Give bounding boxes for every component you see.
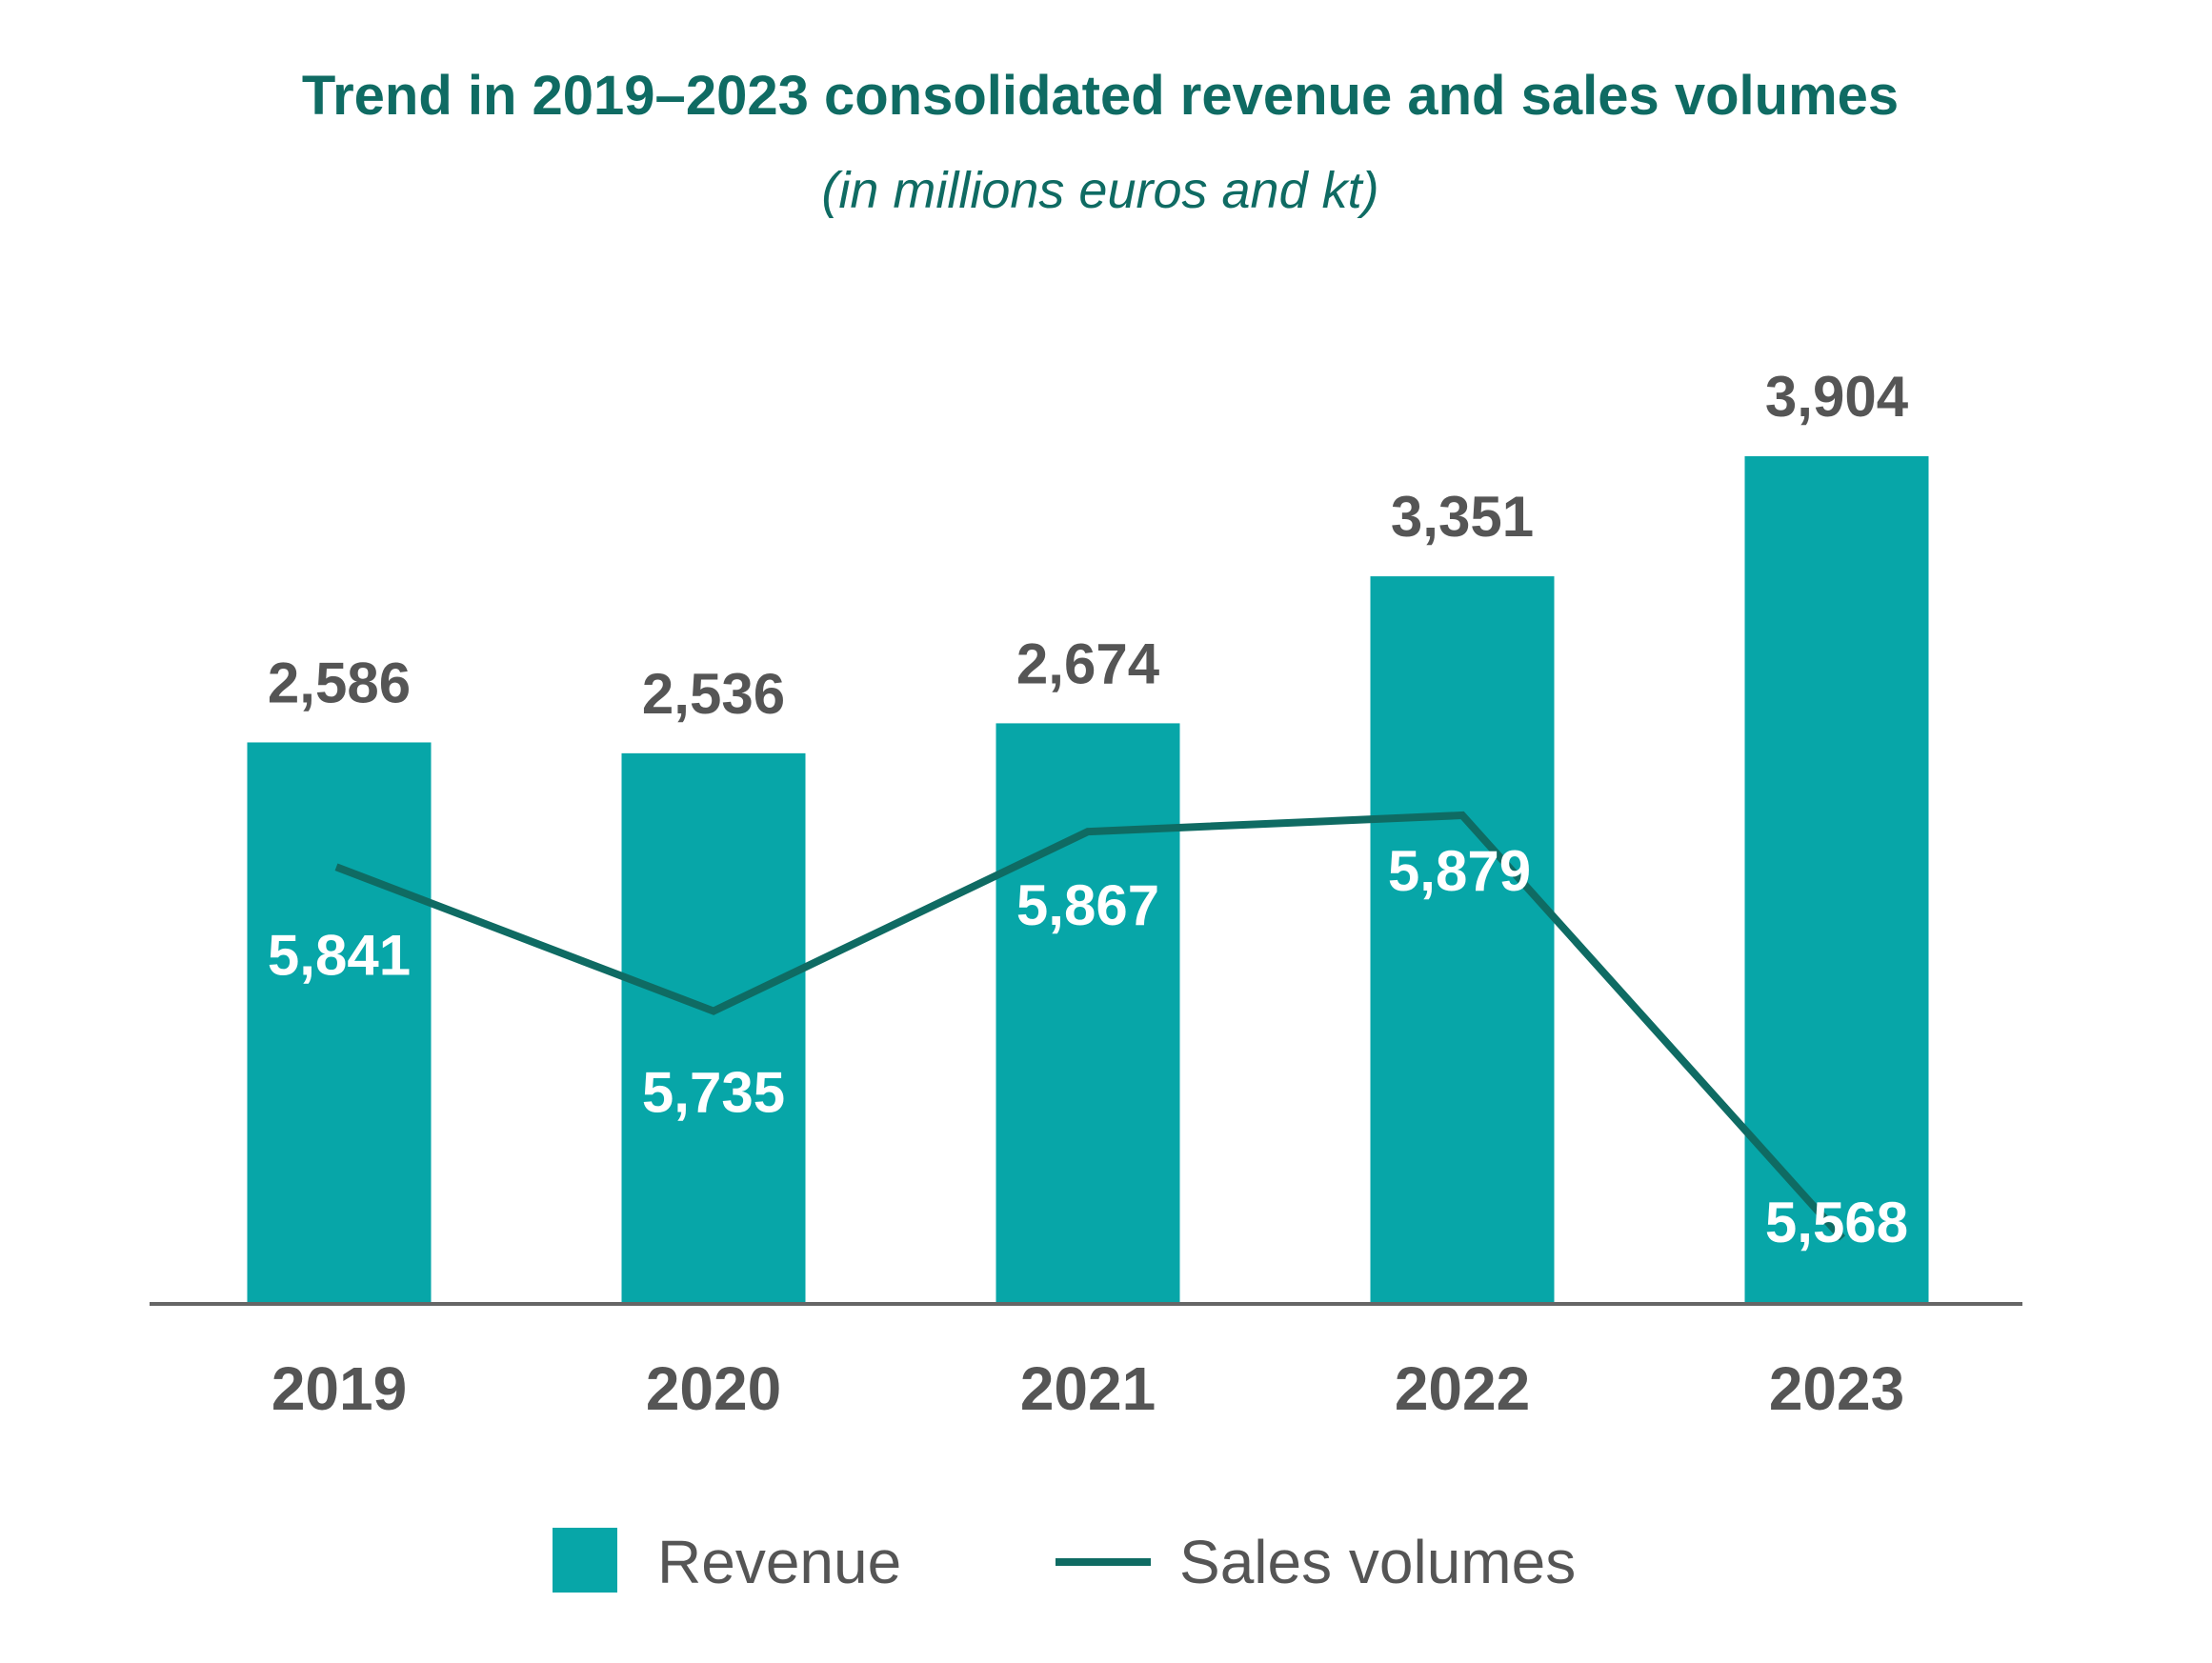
legend-sales-volumes-label: Sales volumes: [1179, 1528, 1576, 1596]
sales-volume-value-label-2020: 5,735: [642, 1061, 785, 1125]
legend-revenue-label: Revenue: [657, 1528, 901, 1596]
sales-volume-value-labels: 5,841 5,735 5,867 5,879 5,568: [268, 839, 1908, 1254]
revenue-value-label-2023: 3,904: [1765, 365, 1909, 429]
revenue-bar-2021: [995, 723, 1180, 1304]
revenue-value-labels: 2,586 2,536 2,674 3,351 3,904: [268, 365, 1909, 726]
chart-title: Trend in 2019–2023 consolidated revenue …: [302, 65, 1899, 127]
revenue-bar-2023: [1744, 456, 1929, 1304]
revenue-value-label-2020: 2,536: [642, 662, 785, 726]
chart-legend: Revenue Sales volumes: [553, 1528, 1576, 1596]
revenue-bar-2019: [247, 742, 432, 1304]
sales-volume-value-label-2023: 5,568: [1765, 1191, 1908, 1254]
sales-volume-value-label-2019: 5,841: [268, 923, 411, 987]
x-axis-label-2021: 2021: [1020, 1354, 1156, 1423]
x-axis-label-2023: 2023: [1769, 1354, 1904, 1423]
revenue-bar-2022: [1370, 576, 1555, 1304]
revenue-value-label-2021: 2,674: [1016, 631, 1160, 695]
revenue-bar-2020: [621, 752, 806, 1304]
x-axis-label-2019: 2019: [271, 1354, 407, 1423]
chart-subtitle: (in millions euros and kt): [821, 162, 1378, 219]
legend-revenue-swatch: [553, 1528, 617, 1593]
sales-volume-value-label-2022: 5,879: [1388, 839, 1531, 903]
sales-volumes-line: [334, 811, 1845, 1241]
x-axis-label-2022: 2022: [1395, 1354, 1530, 1423]
revenue-value-label-2022: 3,351: [1391, 485, 1534, 549]
x-axis-label-2020: 2020: [646, 1354, 781, 1423]
x-axis-category-labels: 2019 2020 2021 2022 2023: [271, 1354, 1904, 1423]
sales-volume-value-label-2021: 5,867: [1016, 873, 1159, 937]
revenue-value-label-2019: 2,586: [268, 651, 411, 714]
